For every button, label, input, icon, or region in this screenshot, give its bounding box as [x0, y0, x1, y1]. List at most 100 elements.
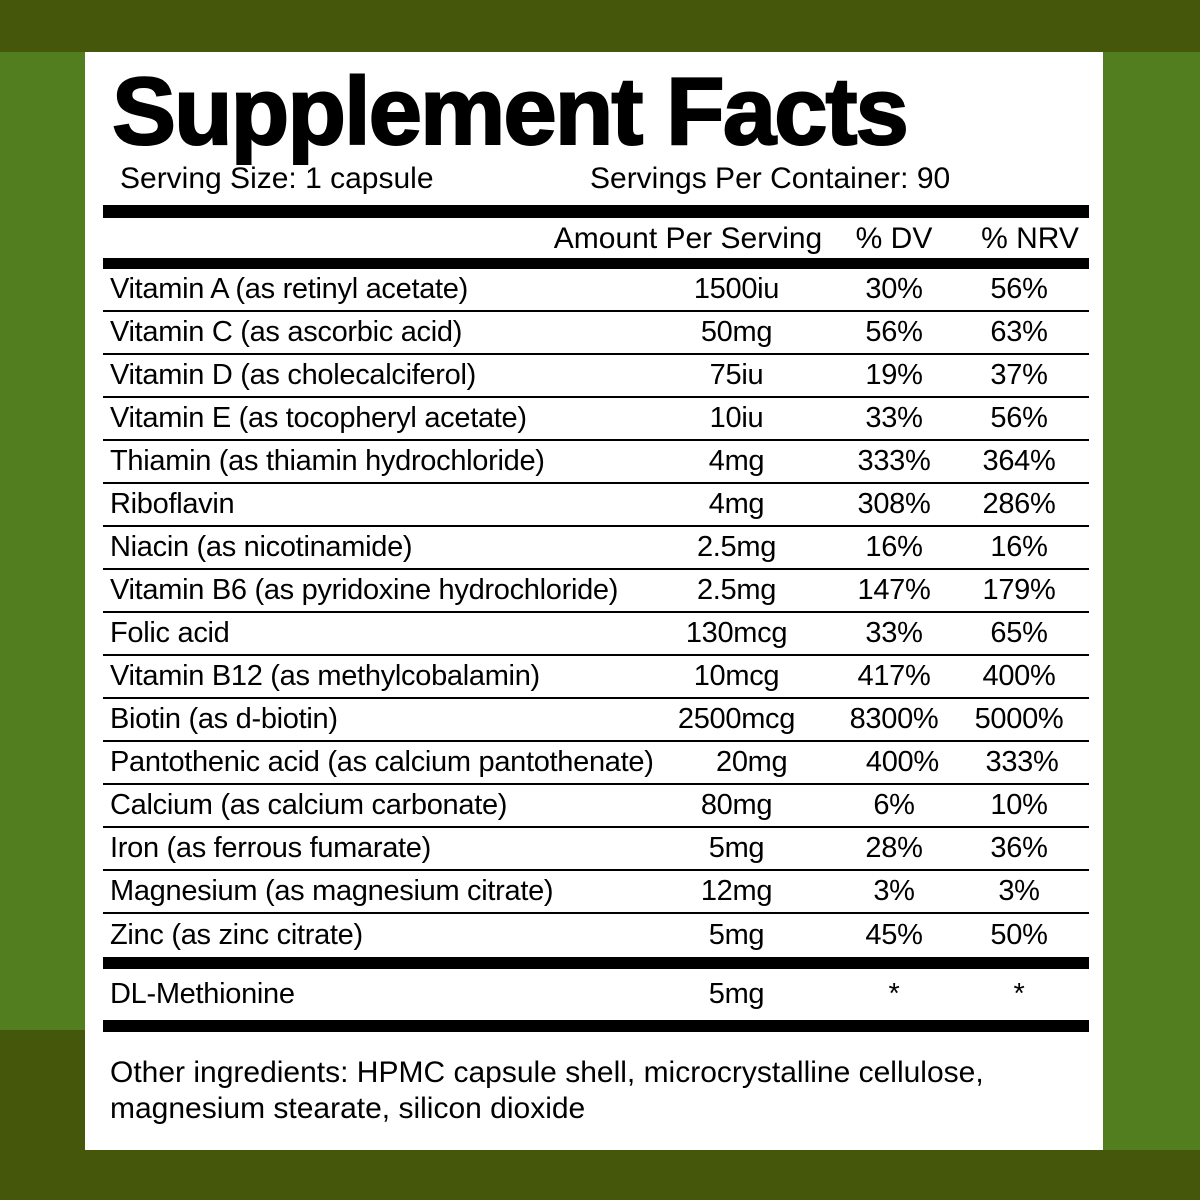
table-row: Vitamin C (as ascorbic acid) 50mg 56% 63% [103, 312, 1089, 355]
cell-amount: 4mg [708, 445, 765, 477]
table-row: Biotin (as d-biotin) 2500mcg 8300% 5000% [103, 699, 1089, 742]
cell-nrv: 3% [998, 875, 1040, 907]
cell-amount: 10iu [709, 402, 764, 434]
cell-nrv: 10% [990, 789, 1048, 821]
cell-amount: 4mg [708, 488, 765, 520]
cell-name: Vitamin A (as retinyl acetate) [110, 273, 468, 305]
table-row: Zinc (as zinc citrate) 5mg 45% 50% [103, 914, 1089, 957]
servings-per-container-text: Servings Per Container: 90 [590, 162, 951, 195]
table-row: Vitamin A (as retinyl acetate) 1500iu 30% 5… [103, 269, 1089, 312]
cell-dv: 8300% [849, 703, 939, 735]
cell-nrv: 364% [982, 445, 1056, 477]
nutrient-table: Amount Per Serving % DV % NRV Vitamin A … [103, 205, 1089, 1032]
cell-dv: 333% [857, 445, 931, 477]
cell-amount: 75iu [709, 359, 764, 391]
table-row-dl-methionine: DL-Methionine 5mg * * [103, 969, 1089, 1020]
cell-amount: 2.5mg [696, 574, 777, 606]
cell-nrv: 37% [990, 359, 1048, 391]
cell-nrv: 333% [985, 746, 1059, 778]
table-row: Vitamin B12 (as methylcobalamin) 10mcg 417… [103, 656, 1089, 699]
cell-name: Folic acid [110, 617, 230, 649]
other-ingredients-line2: magnesium stearate, silicon dioxide [110, 1092, 586, 1125]
divider-bar-bottom [103, 1020, 1089, 1032]
cell-amount: 130mcg [685, 617, 788, 649]
column-header-dv: % DV [855, 222, 933, 255]
cell-amount: 10mcg [693, 660, 780, 692]
table-header-row: Amount Per Serving % DV % NRV [103, 218, 1089, 258]
cell-amount: 2.5mg [696, 531, 777, 563]
cell-name: Zinc (as zinc citrate) [110, 919, 363, 951]
cell-name: Thiamin (as thiamin hydrochloride) [110, 445, 545, 477]
frame-right-band [1103, 52, 1200, 1150]
cell-dv: 19% [865, 359, 923, 391]
cell-amount: 2500mcg [677, 703, 796, 735]
cell-nrv: 56% [990, 402, 1048, 434]
table-row: Magnesium (as magnesium citrate) 12mg 3% 3% [103, 871, 1089, 914]
panel-title: Supplement Facts [111, 58, 910, 165]
cell-amount: 80mg [700, 789, 773, 821]
serving-info-row: Serving Size: 1 capsule Servings Per Con… [85, 162, 1103, 198]
cell-name: Vitamin B6 (as pyridoxine hydrochloride) [110, 574, 619, 606]
cell-dv: 30% [865, 273, 923, 305]
cell-name: DL-Methionine [110, 978, 295, 1010]
cell-dv: 400% [865, 746, 939, 778]
table-row: Riboflavin 4mg 308% 286% [103, 484, 1089, 527]
cell-amount: 5mg [708, 919, 765, 951]
cell-amount: 12mg [700, 875, 773, 907]
other-ingredients-text: Other ingredients: HPMC capsule shell, m… [110, 1055, 1083, 1127]
cell-dv: 3% [873, 875, 915, 907]
cell-dv: 45% [865, 919, 923, 951]
cell-dv: 33% [865, 617, 923, 649]
table-row: Niacin (as nicotinamide) 2.5mg 16% 16% [103, 527, 1089, 570]
cell-name: Calcium (as calcium carbonate) [110, 789, 508, 821]
table-rows: Vitamin A (as retinyl acetate) 1500iu 30% 5… [103, 269, 1089, 957]
cell-nrv: 16% [990, 531, 1048, 563]
cell-name: Niacin (as nicotinamide) [110, 531, 413, 563]
column-header-amount: Amount Per Serving [553, 222, 823, 255]
cell-nrv: 179% [982, 574, 1056, 606]
cell-nrv: 50% [990, 919, 1048, 951]
cell-name: Magnesium (as magnesium citrate) [110, 875, 554, 907]
cell-dv: * [888, 978, 900, 1010]
cell-nrv: 65% [990, 617, 1048, 649]
cell-name: Vitamin D (as cholecalciferol) [110, 359, 476, 391]
table-row: Iron (as ferrous fumarate) 5mg 28% 36% [103, 828, 1089, 871]
cell-dv: 6% [873, 789, 915, 821]
divider-bar-header [103, 258, 1089, 269]
divider-bar-top [103, 205, 1089, 218]
cell-name: Iron (as ferrous fumarate) [110, 832, 431, 864]
cell-amount: 50mg [700, 316, 773, 348]
cell-name: Riboflavin [110, 488, 235, 520]
cell-dv: 308% [857, 488, 931, 520]
table-row: Vitamin E (as tocopheryl acetate) 10iu 33%… [103, 398, 1089, 441]
table-row: Vitamin D (as cholecalciferol) 75iu 19% 37% [103, 355, 1089, 398]
other-ingredients-line1: Other ingredients: HPMC capsule shell, m… [110, 1056, 984, 1089]
cell-dv: 33% [865, 402, 923, 434]
serving-size-text: Serving Size: 1 capsule [120, 162, 434, 195]
cell-dv: 16% [865, 531, 923, 563]
cell-dv: 56% [865, 316, 923, 348]
cell-dv: 417% [857, 660, 931, 692]
cell-nrv: 56% [990, 273, 1048, 305]
cell-nrv: 5000% [974, 703, 1064, 735]
cell-nrv: * [1013, 978, 1025, 1010]
cell-name: Pantothenic acid (as calcium pantothenat… [110, 746, 654, 778]
divider-bar-mid [103, 957, 1089, 969]
table-row: Folic acid 130mcg 33% 65% [103, 613, 1089, 656]
cell-nrv: 63% [990, 316, 1048, 348]
cell-name: Vitamin E (as tocopheryl acetate) [110, 402, 527, 434]
cell-nrv: 36% [990, 832, 1048, 864]
table-row: Thiamin (as thiamin hydrochloride) 4mg 333… [103, 441, 1089, 484]
cell-dv: 147% [857, 574, 931, 606]
cell-amount: 1500iu [693, 273, 780, 305]
cell-amount: 20mg [715, 746, 788, 778]
column-header-nrv: % NRV [981, 222, 1079, 255]
cell-amount: 5mg [708, 978, 765, 1010]
cell-name: Vitamin C (as ascorbic acid) [110, 316, 463, 348]
table-row: Vitamin B6 (as pyridoxine hydrochloride)… [103, 570, 1089, 613]
cell-nrv: 400% [982, 660, 1056, 692]
frame-left-band [0, 52, 85, 1030]
table-row: Calcium (as calcium carbonate) 80mg 6% 10% [103, 785, 1089, 828]
cell-dv: 28% [865, 832, 923, 864]
supplement-facts-panel: Supplement Facts Serving Size: 1 capsule… [85, 52, 1103, 1150]
